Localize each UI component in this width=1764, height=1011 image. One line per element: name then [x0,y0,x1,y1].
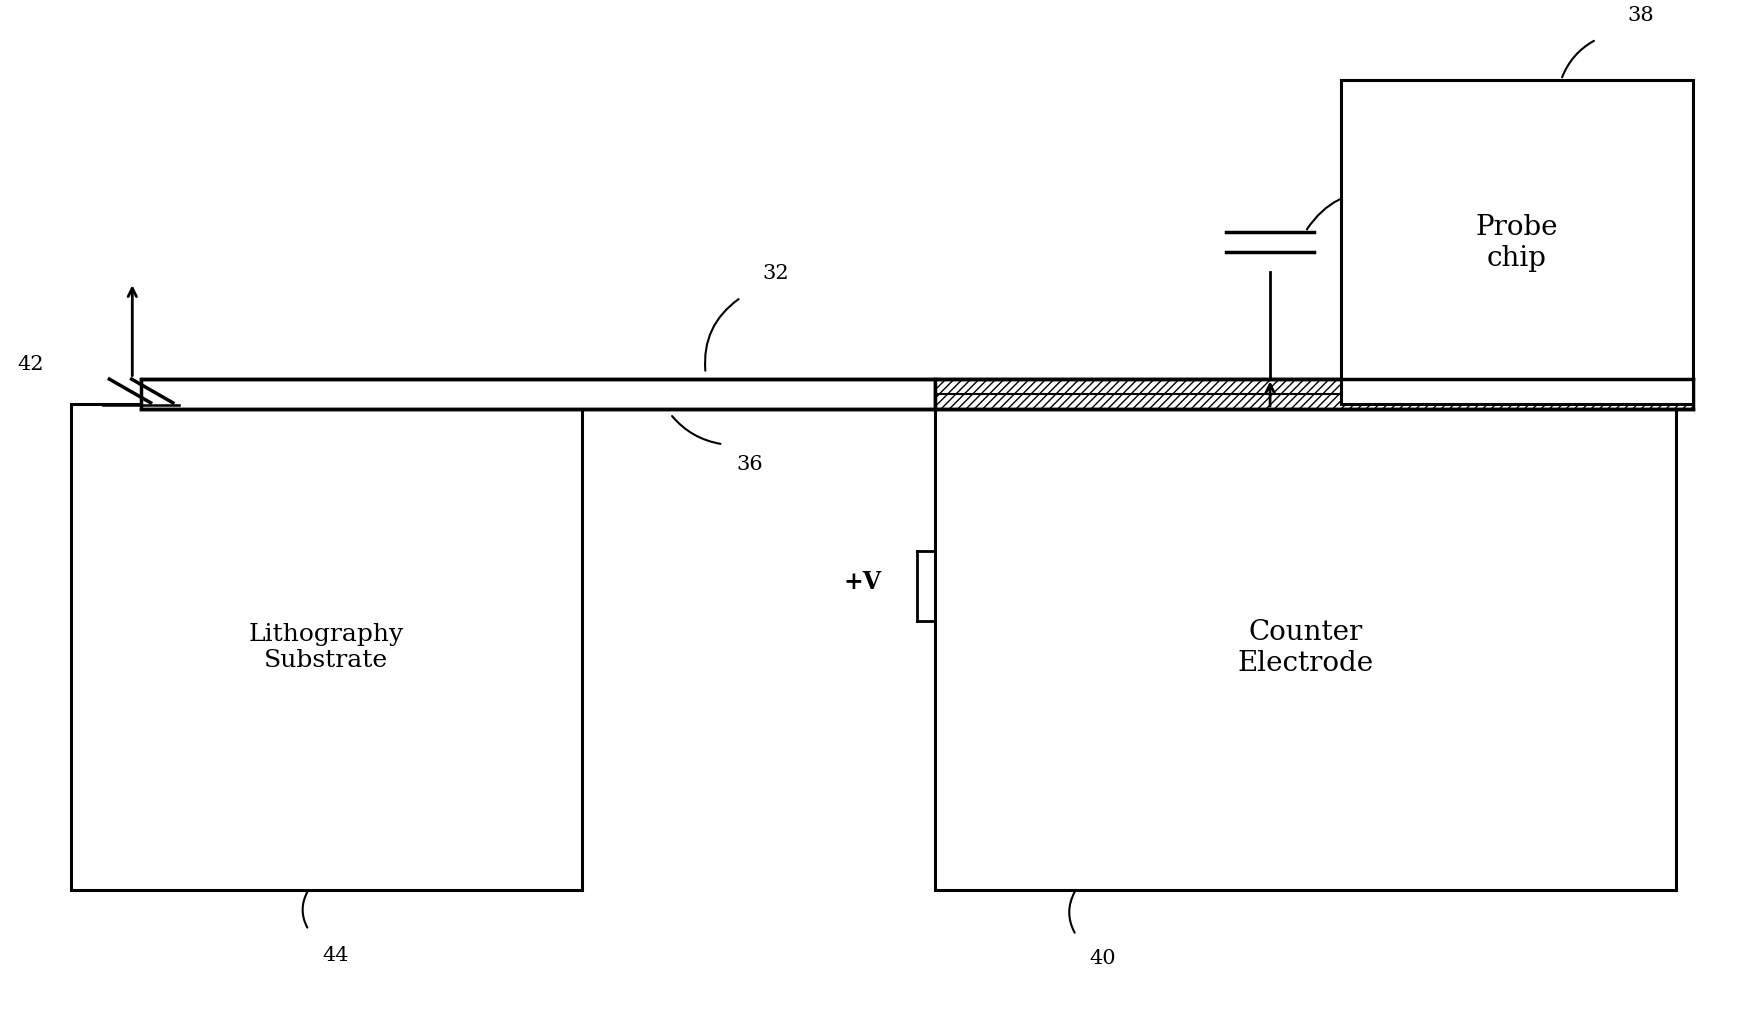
Text: Counter
Electrode: Counter Electrode [1237,618,1374,676]
Text: 42: 42 [18,355,44,374]
Text: 36: 36 [736,455,764,474]
Text: 44: 44 [321,945,349,964]
Bar [71,404,582,890]
Text: 40: 40 [1088,948,1117,968]
Text: Lithography
Substrate: Lithography Substrate [249,622,404,672]
Text: +V: +V [843,569,882,593]
Text: 30: 30 [1353,158,1381,177]
Bar [141,379,935,409]
Bar [1341,81,1693,404]
Bar [935,404,1676,890]
Text: 32: 32 [762,264,790,283]
Text: 38: 38 [1626,6,1655,25]
Text: Probe
chip: Probe chip [1476,213,1558,272]
Bar [935,379,1693,409]
